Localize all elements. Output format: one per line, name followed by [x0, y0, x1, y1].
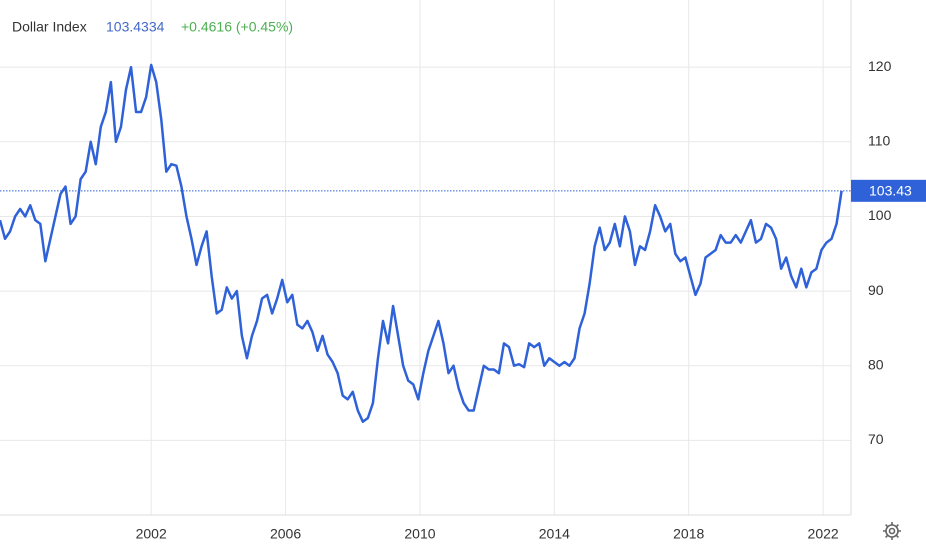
settings-icon[interactable]	[883, 522, 901, 540]
y-tick-label: 70	[868, 431, 884, 447]
y-tick-label: 120	[868, 58, 892, 74]
header-price: 103.4334	[106, 19, 165, 35]
header-change: +0.4616 (+0.45%)	[181, 19, 293, 35]
x-tick-label: 2018	[673, 526, 704, 542]
x-tick-label: 2010	[404, 526, 435, 542]
y-tick-label: 80	[868, 356, 884, 372]
reference-label: 103.43	[869, 183, 912, 199]
x-tick-label: 2022	[808, 526, 839, 542]
y-tick-label: 90	[868, 282, 884, 298]
reference-label-box	[851, 179, 926, 202]
header-name: Dollar Index	[12, 19, 87, 35]
y-tick-label: 110	[868, 133, 891, 149]
data-line	[0, 63, 843, 423]
y-tick-label: 100	[868, 207, 892, 223]
x-tick-label: 2002	[136, 526, 167, 542]
x-tick-label: 2006	[270, 526, 301, 542]
x-tick-label: 2014	[539, 526, 570, 542]
